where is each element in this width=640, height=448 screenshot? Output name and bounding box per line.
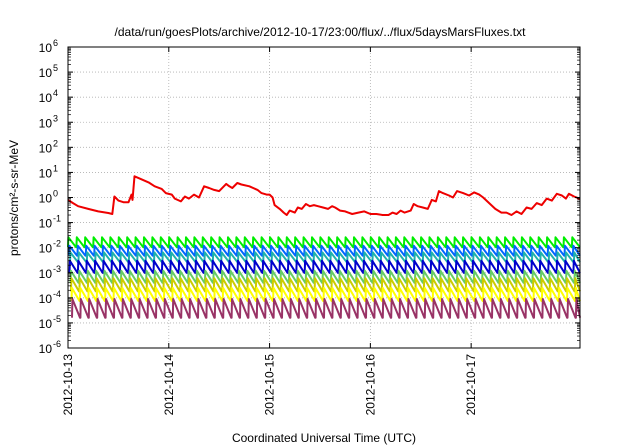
y-tick-exponent: -2 <box>53 239 61 249</box>
y-tick-exponent: 1 <box>53 163 58 173</box>
y-tick-exponent: 6 <box>53 38 58 48</box>
series-line <box>69 251 581 264</box>
ticks: 10 -610 -510 -410 -310 -210 -110 010 110 210 310 41… <box>39 38 580 415</box>
series-line <box>67 236 581 249</box>
x-tick-label: 2012-10-15 <box>263 354 277 416</box>
y-tick-label: 10 <box>39 141 53 155</box>
y-tick-exponent: -1 <box>53 214 61 224</box>
y-tick-label: 10 <box>39 116 53 130</box>
x-axis-label: Coordinated Universal Time (UTC) <box>232 431 416 445</box>
y-tick-exponent: -4 <box>53 289 61 299</box>
y-tick-exponent: 2 <box>53 138 58 148</box>
y-tick-label: 10 <box>39 217 53 231</box>
x-tick-label: 2012-10-16 <box>363 354 377 416</box>
chart-title: /data/run/goesPlots/archive/2012-10-17/2… <box>115 25 527 39</box>
y-tick-label: 10 <box>39 317 53 331</box>
y-tick-label: 10 <box>39 342 53 356</box>
x-tick-label: 2012-10-17 <box>464 354 478 416</box>
series-line <box>68 244 581 257</box>
series-line <box>70 277 581 293</box>
series-line <box>70 286 581 302</box>
x-tick-label: 2012-10-14 <box>162 354 176 416</box>
y-axis-label: protons/cm²-s-sr-MeV <box>7 140 21 256</box>
y-tick-exponent: -3 <box>53 264 61 274</box>
series-line <box>67 175 581 216</box>
y-tick-label: 10 <box>39 166 53 180</box>
y-tick-label: 10 <box>39 91 53 105</box>
y-tick-label: 10 <box>39 242 53 256</box>
y-tick-exponent: 5 <box>53 63 58 73</box>
series-line <box>71 298 581 319</box>
x-tick-label: 2012-10-13 <box>61 354 75 416</box>
series-group <box>67 175 581 319</box>
y-tick-exponent: 4 <box>53 88 58 98</box>
y-tick-label: 10 <box>39 41 53 55</box>
y-tick-exponent: -6 <box>53 339 61 349</box>
y-tick-exponent: -5 <box>53 314 61 324</box>
series-line <box>68 259 581 274</box>
y-tick-label: 10 <box>39 267 53 281</box>
y-tick-label: 10 <box>39 66 53 80</box>
y-tick-exponent: 3 <box>53 113 58 123</box>
y-tick-exponent: 0 <box>53 189 58 199</box>
y-tick-label: 10 <box>39 192 53 206</box>
y-tick-label: 10 <box>39 292 53 306</box>
